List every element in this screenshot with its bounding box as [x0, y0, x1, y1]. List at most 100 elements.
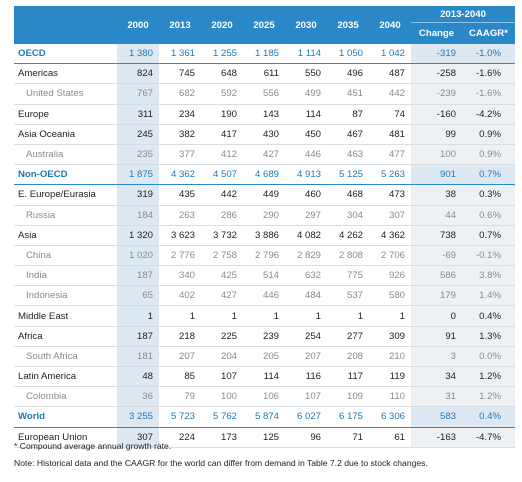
value-cell: 487 [369, 63, 411, 85]
value-cell: 1 380 [117, 44, 159, 65]
value-cell: 65 [117, 285, 159, 307]
value-cell: 1 [159, 305, 201, 327]
value-cell: 187 [117, 265, 159, 287]
value-cell: 74 [369, 104, 411, 125]
table-row: Australia 235 377 412 427 446 463 477 100 0.9% [14, 144, 516, 166]
change-cell: 586 [411, 265, 462, 287]
value-cell: 225 [201, 326, 243, 347]
value-cell: 36 [117, 386, 159, 408]
change-cell: -258 [411, 63, 462, 85]
value-cell: 648 [201, 63, 243, 85]
table-row: Asia Oceania 245 382 417 430 450 467 481 99 0.9% [14, 124, 516, 145]
value-cell: 450 [285, 124, 327, 145]
value-cell: 239 [243, 326, 285, 347]
value-cell: 430 [243, 124, 285, 145]
header-year: 2030 [285, 6, 327, 44]
value-cell: 307 [369, 205, 411, 226]
value-cell: 435 [159, 184, 201, 206]
cagr-cell: -4.2% [462, 104, 516, 125]
value-cell: 3 732 [201, 225, 243, 246]
value-cell: 412 [201, 144, 243, 166]
value-cell: 473 [369, 184, 411, 206]
value-cell: 550 [285, 63, 327, 85]
row-label: South Africa [14, 346, 117, 368]
value-cell: 449 [243, 184, 285, 206]
value-cell: 463 [327, 144, 369, 166]
value-cell: 402 [159, 285, 201, 307]
value-cell: 514 [243, 265, 285, 287]
value-cell: 109 [327, 386, 369, 408]
header-blank [14, 6, 117, 44]
value-cell: 682 [159, 83, 201, 105]
value-cell: 611 [243, 63, 285, 85]
value-cell: 100 [201, 386, 243, 408]
value-cell: 1 [369, 305, 411, 327]
value-cell: 319 [117, 184, 159, 206]
value-cell: 106 [243, 386, 285, 408]
value-cell: 496 [327, 63, 369, 85]
value-cell: 117 [327, 366, 369, 388]
value-cell: 224 [159, 427, 201, 448]
change-cell: -319 [411, 44, 462, 65]
cagr-cell: 1.3% [462, 326, 516, 347]
value-cell: 3 623 [159, 225, 201, 246]
value-cell: 207 [159, 346, 201, 368]
cagr-cell: 0.4% [462, 406, 516, 428]
value-cell: 277 [327, 326, 369, 347]
value-cell: 173 [201, 427, 243, 448]
value-cell: 1 020 [117, 245, 159, 267]
header-cagr: CAAGR* [462, 22, 516, 44]
row-label: OECD [14, 44, 117, 65]
header-year: 2013 [159, 6, 201, 44]
table-row: Europe 311 234 190 143 114 87 74 -160 -4.2% [14, 104, 516, 125]
value-cell: 1 185 [243, 44, 285, 65]
value-cell: 2 776 [159, 245, 201, 267]
row-label: E. Europe/Eurasia [14, 184, 117, 206]
row-label: Asia Oceania [14, 124, 117, 145]
value-cell: 107 [285, 386, 327, 408]
value-cell: 71 [327, 427, 369, 448]
value-cell: 4 262 [327, 225, 369, 246]
cagr-cell: -1.6% [462, 83, 516, 105]
value-cell: 5 874 [243, 406, 285, 428]
value-cell: 143 [243, 104, 285, 125]
value-cell: 556 [243, 83, 285, 105]
cagr-cell: -1.0% [462, 44, 516, 65]
table-row: E. Europe/Eurasia 319 435 442 449 460 468 473 38… [14, 184, 516, 206]
value-cell: 4 362 [159, 164, 201, 186]
value-cell: 5 263 [369, 164, 411, 186]
value-cell: 2 796 [243, 245, 285, 267]
value-cell: 446 [243, 285, 285, 307]
value-cell: 1 875 [117, 164, 159, 186]
value-cell: 537 [327, 285, 369, 307]
value-cell: 4 913 [285, 164, 327, 186]
value-cell: 499 [285, 83, 327, 105]
value-cell: 205 [243, 346, 285, 368]
value-cell: 4 082 [285, 225, 327, 246]
row-label: Latin America [14, 366, 117, 388]
value-cell: 745 [159, 63, 201, 85]
value-cell: 6 175 [327, 406, 369, 428]
row-label: India [14, 265, 117, 287]
value-cell: 1 042 [369, 44, 411, 65]
table-row: Indonesia 65 402 427 446 484 537 580 179 1.4% [14, 285, 516, 307]
value-cell: 187 [117, 326, 159, 347]
row-label: Europe [14, 104, 117, 125]
table-row: Latin America 48 85 107 114 116 117 119 34 1.2% [14, 366, 516, 388]
value-cell: 311 [117, 104, 159, 125]
value-cell: 926 [369, 265, 411, 287]
value-cell: 1 [285, 305, 327, 327]
table-body: OECD 1 380 1 361 1 255 1 185 1 114 1 050 1 042-… [14, 44, 516, 448]
header-year: 2025 [243, 6, 285, 44]
value-cell: 307 [117, 427, 159, 448]
row-label: Americas [14, 63, 117, 85]
change-cell: 901 [411, 164, 462, 186]
footnote-cagr: * Compound average annual growth rate. [14, 441, 172, 451]
value-cell: 110 [369, 386, 411, 408]
value-cell: 263 [159, 205, 201, 226]
value-cell: 245 [117, 124, 159, 145]
table-row: World 3 255 5 723 5 762 5 874 6 027 6 175 6 306… [14, 406, 516, 428]
row-label: Middle East [14, 305, 117, 327]
change-cell: 44 [411, 205, 462, 226]
